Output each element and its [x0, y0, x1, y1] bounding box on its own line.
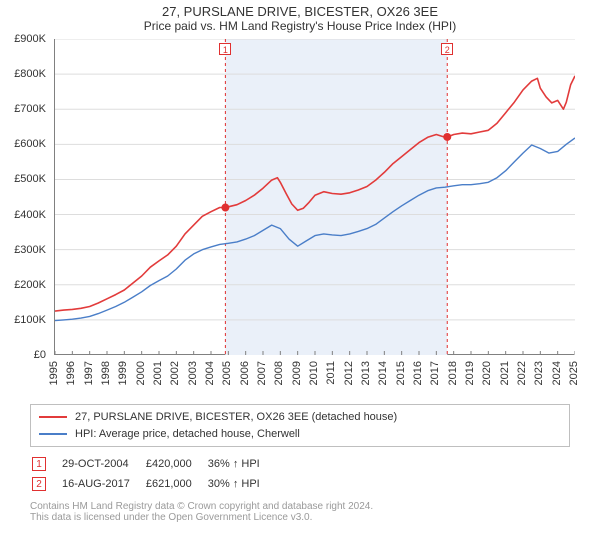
- x-tick-label: 2010: [308, 361, 320, 385]
- event-date: 29-OCT-2004: [62, 455, 144, 473]
- y-tick-label: £900K: [0, 33, 46, 45]
- x-tick-label: 2006: [239, 361, 251, 385]
- plot-svg: [55, 39, 575, 355]
- event-price: £621,000: [146, 475, 206, 493]
- x-tick-label: 2023: [533, 361, 545, 385]
- x-tick-label: 2016: [412, 361, 424, 385]
- x-tick-label: 2014: [377, 361, 389, 385]
- x-tick-label: 2007: [256, 361, 268, 385]
- x-tick-label: 2003: [187, 361, 199, 385]
- y-tick-label: £600K: [0, 138, 46, 150]
- x-tick-label: 2017: [429, 361, 441, 385]
- y-tick-label: £500K: [0, 173, 46, 185]
- y-tick-label: £800K: [0, 68, 46, 80]
- chart-title-address: 27, PURSLANE DRIVE, BICESTER, OX26 3EE: [0, 4, 600, 19]
- x-tick-label: 2002: [169, 361, 181, 385]
- y-tick-label: £200K: [0, 279, 46, 291]
- footer: Contains HM Land Registry data © Crown c…: [30, 501, 570, 523]
- footer-line2: This data is licensed under the Open Gov…: [30, 512, 570, 523]
- x-tick-label: 2020: [481, 361, 493, 385]
- y-tick-label: £700K: [0, 103, 46, 115]
- x-tick-label: 2009: [291, 361, 303, 385]
- event-price: £420,000: [146, 455, 206, 473]
- legend-swatch: [39, 416, 67, 418]
- x-tick-label: 2011: [325, 361, 337, 385]
- below-chart-block: 27, PURSLANE DRIVE, BICESTER, OX26 3EE (…: [30, 404, 570, 523]
- x-tick-label: 2004: [204, 361, 216, 385]
- legend-swatch: [39, 433, 67, 435]
- event-num-box: 1: [32, 457, 46, 471]
- x-tick-label: 1999: [117, 361, 129, 385]
- event-row: 1 29-OCT-2004£420,00036% ↑ HPI: [32, 455, 274, 473]
- y-tick-label: £100K: [0, 314, 46, 326]
- event-num-cell: 2: [32, 475, 60, 493]
- x-tick-label: 2001: [152, 361, 164, 385]
- x-tick-label: 2015: [395, 361, 407, 385]
- x-tick-label: 2013: [360, 361, 372, 385]
- x-tick-label: 2000: [135, 361, 147, 385]
- x-tick-label: 2021: [499, 361, 511, 385]
- x-tick-label: 1996: [65, 361, 77, 385]
- event-num-cell: 1: [32, 455, 60, 473]
- event-marker-1: 1: [219, 43, 231, 55]
- legend-label: HPI: Average price, detached house, Cher…: [75, 426, 300, 443]
- event-num-box: 2: [32, 477, 46, 491]
- x-tick-label: 2018: [447, 361, 459, 385]
- event-row: 2 16-AUG-2017£621,00030% ↑ HPI: [32, 475, 274, 493]
- event-date: 16-AUG-2017: [62, 475, 144, 493]
- x-tick-label: 2019: [464, 361, 476, 385]
- y-tick-label: £400K: [0, 209, 46, 221]
- y-tick-label: £300K: [0, 244, 46, 256]
- legend-label: 27, PURSLANE DRIVE, BICESTER, OX26 3EE (…: [75, 409, 397, 426]
- legend-box: 27, PURSLANE DRIVE, BICESTER, OX26 3EE (…: [30, 404, 570, 447]
- x-tick-label: 1995: [48, 361, 60, 385]
- chart-title-subtitle: Price paid vs. HM Land Registry's House …: [0, 19, 600, 33]
- x-tick-label: 2005: [221, 361, 233, 385]
- legend-row: 27, PURSLANE DRIVE, BICESTER, OX26 3EE (…: [39, 409, 561, 426]
- event-delta: 30% ↑ HPI: [208, 475, 274, 493]
- legend-row: HPI: Average price, detached house, Cher…: [39, 426, 561, 443]
- x-tick-label: 1998: [100, 361, 112, 385]
- event-marker-2: 2: [441, 43, 453, 55]
- x-tick-label: 2022: [516, 361, 528, 385]
- y-tick-label: £0: [0, 349, 46, 361]
- x-tick-label: 1997: [83, 361, 95, 385]
- x-tick-label: 2012: [343, 361, 355, 385]
- chart-area: £0£100K£200K£300K£400K£500K£600K£700K£80…: [54, 39, 574, 355]
- event-delta: 36% ↑ HPI: [208, 455, 274, 473]
- plot-area: 12: [54, 39, 574, 355]
- x-tick-label: 2025: [568, 361, 580, 385]
- footer-line1: Contains HM Land Registry data © Crown c…: [30, 501, 570, 512]
- chart-container: 27, PURSLANE DRIVE, BICESTER, OX26 3EE P…: [0, 0, 600, 560]
- x-tick-label: 2024: [551, 361, 563, 385]
- events-table: 1 29-OCT-2004£420,00036% ↑ HPI 2 16-AUG-201…: [30, 453, 276, 495]
- x-tick-label: 2008: [273, 361, 285, 385]
- title-block: 27, PURSLANE DRIVE, BICESTER, OX26 3EE P…: [0, 0, 600, 33]
